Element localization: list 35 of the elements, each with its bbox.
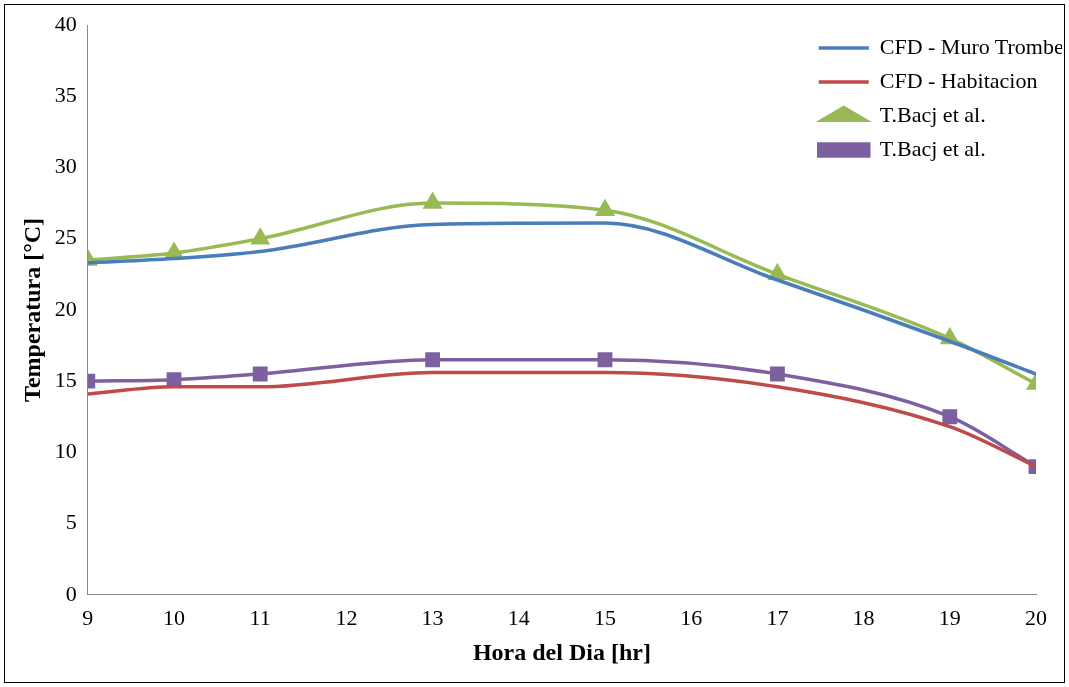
- x-tick-label: 11: [249, 604, 271, 630]
- x-tick-label: 14: [507, 604, 530, 630]
- x-tick-label: 19: [938, 604, 961, 630]
- x-tick-label: 18: [852, 604, 875, 630]
- legend-label: CFD - Habitacion: [879, 67, 1038, 93]
- y-tick-label: 35: [54, 82, 77, 108]
- x-tick-label: 13: [421, 604, 444, 630]
- x-tick-label: 12: [335, 604, 358, 630]
- y-tick-label: 5: [65, 509, 77, 535]
- x-tick-label: 9: [82, 604, 94, 630]
- point: [596, 200, 614, 216]
- y-tick-label: 0: [65, 580, 77, 606]
- legend-label: T.Bacj et al.: [879, 135, 986, 161]
- y-axis-title: Temperatura [°C]: [18, 217, 45, 402]
- y-tick-label: 40: [54, 10, 77, 36]
- y-tick-label: 10: [54, 438, 77, 464]
- x-tick-label: 15: [594, 604, 616, 630]
- point: [942, 409, 958, 425]
- x-tick-label: 16: [680, 604, 703, 630]
- x-tick-label: 17: [766, 604, 789, 630]
- x-tick-label: 10: [163, 604, 185, 630]
- y-tick-label: 25: [54, 224, 77, 250]
- point: [597, 352, 613, 368]
- x-axis-title: Hora del Dia [hr]: [472, 638, 651, 665]
- legend-label: T.Bacj et al.: [879, 101, 986, 127]
- point: [251, 228, 269, 245]
- point: [769, 366, 785, 382]
- y-tick-label: 30: [54, 153, 77, 179]
- point: [252, 366, 268, 382]
- point: [425, 352, 441, 368]
- y-tick-label: 15: [54, 366, 77, 392]
- y-tick-label: 20: [54, 295, 77, 321]
- point: [767, 262, 787, 281]
- point: [423, 193, 442, 209]
- x-tick-label: 20: [1025, 604, 1047, 630]
